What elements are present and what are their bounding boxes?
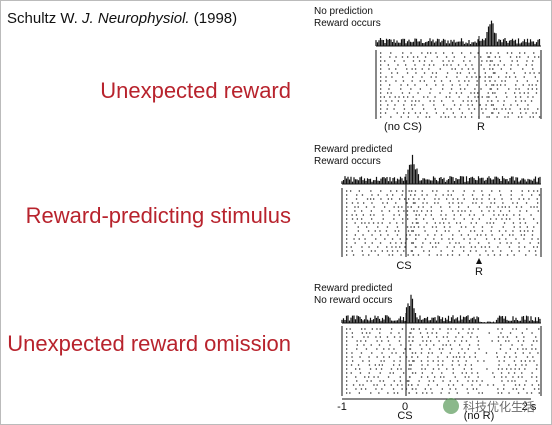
journal: J. Neurophysiol.: [81, 10, 190, 27]
raster: [346, 328, 540, 394]
caption: Reward occurs: [314, 156, 381, 167]
label: Unexpected reward: [100, 78, 291, 103]
marker: R: [475, 266, 483, 278]
marker: (no CS): [384, 121, 422, 133]
histogram: [341, 154, 541, 184]
caption: No reward occurs: [314, 295, 392, 306]
axis-label: 0: [402, 401, 408, 413]
marker: R: [477, 121, 485, 133]
watermark-icon: [443, 398, 459, 414]
caption: Reward occurs: [314, 18, 381, 29]
caption: Reward predicted: [314, 283, 392, 294]
caption: Reward predicted: [314, 144, 392, 155]
label: Reward-predicting stimulus: [26, 203, 291, 228]
axis-label: -1: [337, 401, 347, 413]
histogram: [375, 20, 541, 46]
caption: No prediction: [314, 6, 373, 17]
marker: (no R): [464, 410, 495, 422]
marker: CS: [397, 410, 412, 422]
label: Unexpected reward omission: [7, 331, 291, 356]
watermark: 科技优化生活: [463, 400, 535, 414]
axis-label: 2 s: [522, 401, 537, 413]
histogram: [341, 294, 541, 323]
arrow: [476, 258, 482, 264]
raster: [380, 52, 541, 118]
author: Schultz W.: [7, 10, 78, 27]
citation: Schultz W. J. Neurophysiol. (1998): [7, 10, 237, 27]
marker: CS: [396, 260, 411, 272]
raster: [346, 190, 541, 256]
year: (1998): [194, 10, 237, 27]
